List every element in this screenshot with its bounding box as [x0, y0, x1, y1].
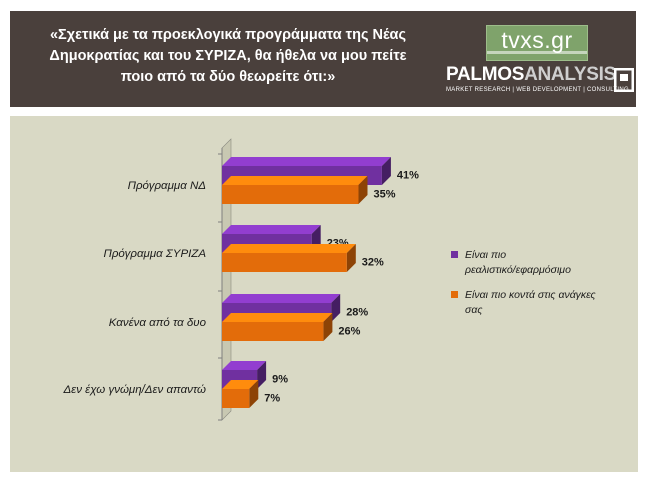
bar-top-face: [222, 294, 341, 303]
bar-top-face: [222, 361, 267, 370]
bar-top-face: [222, 157, 391, 166]
bar-end-face: [331, 294, 341, 322]
data-bar: [222, 253, 347, 272]
tvxs-logo: tvxs.gr: [486, 25, 588, 61]
question-line: Δημοκρατίας και του ΣΥΡΙΖΑ, θα ήθελα να …: [49, 48, 407, 64]
category-label: Πρόγραμμα ΣΥΡΙΖΑ: [104, 248, 207, 260]
data-bar: [222, 389, 250, 408]
tvxs-logo-text: tvxs.gr: [501, 27, 573, 53]
bar-top-face: [222, 225, 321, 234]
category-label: Δεν έχω γνώμη/Δεν απαντώ: [62, 384, 206, 396]
legend-label: Είναι πιο: [465, 249, 506, 261]
tvxs-logo-underline: [487, 51, 587, 54]
data-label: 35%: [374, 189, 396, 201]
data-label: 28%: [346, 307, 368, 319]
legend-label: σας: [465, 304, 483, 316]
chart-panel: Πρόγραμμα ΝΔ 41% 35% Πρόγραμμα ΣΥΡΙΖΑ 23% 32%…: [10, 116, 638, 472]
bar-top-face: [222, 244, 356, 253]
data-label: 9%: [272, 374, 288, 386]
bar-top-face: [222, 380, 259, 389]
bar-end-face: [358, 176, 368, 204]
legend-label: Είναι πιο κοντά στις ανάγκες: [465, 289, 597, 301]
palmos-logo-text: PALMOSANALYSIS: [446, 64, 616, 86]
header-banner: «Σχετικά με τα προεκλογικά προγράμματα τ…: [10, 11, 636, 107]
question-line: ποιο από τα δύο θεωρείτε ότι:»: [120, 69, 336, 85]
bar-top-face: [222, 176, 368, 185]
bar-end-face: [257, 361, 267, 389]
data-label: 26%: [338, 326, 360, 338]
question-line: «Σχετικά με τα προεκλογικά προγράμματα τ…: [49, 27, 407, 43]
category-label: Πρόγραμμα ΝΔ: [128, 180, 206, 192]
palmos-analysis-logo: PALMOSANALYSIS MARKET RESEARCH | WEB DEV…: [446, 64, 636, 102]
category-label: Κανένα από τα δυο: [109, 317, 207, 329]
bar-end-face: [249, 380, 259, 408]
data-label: 7%: [264, 393, 280, 405]
legend-label: ρεαλιστικό/εφαρμόσιμο: [464, 264, 571, 276]
bar-end-face: [381, 157, 391, 185]
legend-swatch: [451, 251, 458, 258]
palmos-logo-tagline: MARKET RESEARCH | WEB DEVELOPMENT | CONS…: [446, 87, 629, 93]
bar-top-face: [222, 313, 333, 322]
palmos-logo-mark-icon: [614, 68, 634, 92]
legend-swatch: [451, 291, 458, 298]
analysis-logo-word: ANALYSIS: [524, 64, 617, 85]
data-bar: [222, 185, 359, 204]
data-label: 41%: [397, 170, 419, 182]
data-bar: [222, 322, 324, 341]
data-label: 32%: [362, 257, 384, 269]
bar-end-face: [323, 313, 333, 341]
bar-end-face: [346, 244, 356, 272]
survey-question: «Σχετικά με τα προεκλογικά προγράμματα τ…: [24, 25, 432, 88]
palmos-logo-word: PALMOS: [446, 64, 525, 85]
